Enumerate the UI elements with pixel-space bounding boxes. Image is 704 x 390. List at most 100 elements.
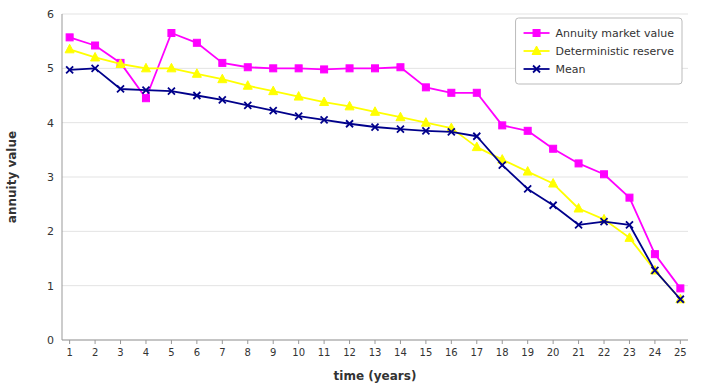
x-tick bbox=[273, 340, 274, 344]
x-tick bbox=[527, 340, 528, 344]
point bbox=[550, 145, 557, 152]
grid bbox=[62, 14, 688, 340]
x-tick bbox=[502, 340, 503, 344]
point bbox=[372, 65, 379, 72]
x-tick bbox=[476, 340, 477, 344]
x-tick bbox=[680, 340, 681, 344]
point bbox=[677, 296, 684, 303]
point bbox=[91, 52, 100, 61]
point bbox=[269, 86, 278, 95]
point bbox=[218, 74, 227, 83]
point bbox=[65, 44, 74, 53]
point bbox=[651, 267, 658, 274]
point bbox=[397, 126, 404, 133]
x-tick-label: 3 bbox=[117, 347, 123, 358]
line bbox=[70, 49, 681, 299]
point bbox=[448, 89, 455, 96]
x-tick bbox=[400, 340, 401, 344]
x-tick-label: 15 bbox=[420, 347, 433, 358]
x-tick bbox=[578, 340, 579, 344]
x-tick bbox=[604, 340, 605, 344]
point bbox=[472, 142, 481, 151]
legend-marker bbox=[533, 30, 540, 37]
x-tick-label: 19 bbox=[521, 347, 534, 358]
y-axis-line bbox=[62, 14, 63, 340]
line bbox=[70, 68, 681, 299]
grid-line bbox=[62, 14, 688, 15]
x-tick-label: 5 bbox=[168, 347, 174, 358]
point bbox=[397, 64, 404, 71]
point bbox=[92, 42, 99, 49]
point bbox=[243, 81, 252, 90]
x-tick-label: 6 bbox=[194, 347, 200, 358]
y-axis-label: annuity value bbox=[5, 131, 19, 223]
axes: 0123456123456789101112131415161718192021… bbox=[47, 8, 688, 358]
x-tick-label: 11 bbox=[318, 347, 331, 358]
point bbox=[676, 294, 685, 303]
point bbox=[626, 194, 633, 201]
point bbox=[372, 124, 379, 131]
x-tick-label: 20 bbox=[547, 347, 560, 358]
x-tick bbox=[375, 340, 376, 344]
x-tick bbox=[425, 340, 426, 344]
grid-line bbox=[62, 122, 688, 123]
point bbox=[396, 112, 405, 121]
point bbox=[677, 285, 684, 292]
x-tick-label: 8 bbox=[245, 347, 251, 358]
x-tick bbox=[349, 340, 350, 344]
x-tick-label: 25 bbox=[674, 347, 687, 358]
legend-label: Mean bbox=[556, 63, 586, 76]
point bbox=[219, 96, 226, 103]
x-tick-label: 14 bbox=[394, 347, 407, 358]
point bbox=[422, 84, 429, 91]
x-tick bbox=[247, 340, 248, 344]
point bbox=[116, 59, 125, 67]
y-tick-label: 1 bbox=[47, 280, 54, 293]
x-tick bbox=[451, 340, 452, 344]
point bbox=[625, 233, 634, 242]
point bbox=[346, 120, 353, 127]
point bbox=[371, 107, 380, 116]
x-tick-label: 22 bbox=[598, 347, 611, 358]
x-tick bbox=[222, 340, 223, 344]
y-tick-label: 2 bbox=[47, 225, 54, 238]
x-tick bbox=[145, 340, 146, 344]
point bbox=[651, 251, 658, 258]
point bbox=[421, 118, 430, 127]
legend-label: Deterministic reserve bbox=[556, 45, 675, 58]
y-tick-label: 0 bbox=[47, 334, 54, 347]
x-tick bbox=[654, 340, 655, 344]
x-tick bbox=[95, 340, 96, 344]
grid-line bbox=[62, 285, 688, 286]
x-tick-label: 18 bbox=[496, 347, 509, 358]
x-tick bbox=[196, 340, 197, 344]
point bbox=[295, 113, 302, 120]
point bbox=[321, 116, 328, 123]
point bbox=[168, 30, 175, 37]
point bbox=[524, 185, 531, 192]
x-tick-label: 7 bbox=[219, 347, 225, 358]
point bbox=[575, 160, 582, 167]
legend-box bbox=[516, 18, 682, 84]
point bbox=[499, 162, 506, 169]
point bbox=[117, 85, 124, 92]
x-tick bbox=[553, 340, 554, 344]
point bbox=[473, 133, 480, 140]
point bbox=[321, 66, 328, 73]
point bbox=[574, 204, 583, 213]
x-tick-label: 17 bbox=[470, 347, 483, 358]
y-tick-label: 6 bbox=[47, 8, 54, 21]
point bbox=[193, 39, 200, 46]
point bbox=[193, 92, 200, 99]
point bbox=[270, 65, 277, 72]
point bbox=[575, 221, 582, 228]
y-tick-label: 5 bbox=[47, 62, 54, 75]
point bbox=[167, 63, 176, 72]
grid-line bbox=[62, 231, 688, 232]
point bbox=[192, 69, 201, 78]
point bbox=[650, 265, 659, 274]
point bbox=[92, 65, 99, 72]
point bbox=[294, 92, 303, 101]
point bbox=[473, 89, 480, 96]
point bbox=[422, 127, 429, 134]
